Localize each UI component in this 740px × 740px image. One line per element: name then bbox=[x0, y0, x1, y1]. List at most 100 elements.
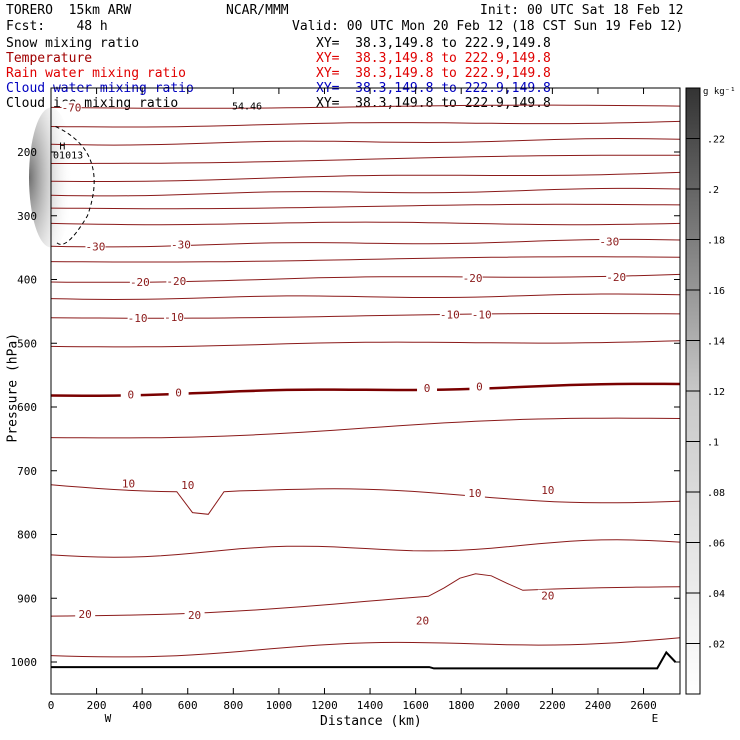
colorbar-tick-label: .22 bbox=[707, 135, 725, 146]
y-tick-label: 700 bbox=[17, 465, 37, 478]
contour-label-bg bbox=[462, 272, 483, 284]
isotherm-minus-25 bbox=[50, 256, 681, 263]
x-tick-label: 2400 bbox=[585, 699, 612, 712]
contour-label: -30 bbox=[171, 238, 191, 251]
isotherm-25 bbox=[50, 637, 681, 658]
west-label: W bbox=[105, 712, 112, 725]
contour-label-bg bbox=[599, 235, 620, 247]
contour-label: -20 bbox=[130, 276, 150, 289]
x-tick-label: 2600 bbox=[630, 699, 657, 712]
contour-label: 10 bbox=[541, 484, 554, 497]
contour-label: 0 bbox=[424, 382, 431, 395]
isotherm-minus-20 bbox=[50, 273, 681, 283]
field-xy-rain: XY= 38.3,149.8 to 222.9,149.8 bbox=[316, 66, 551, 81]
isotherm-minus-70 bbox=[50, 104, 681, 109]
x-tick-label: 400 bbox=[132, 699, 152, 712]
y-tick-label: 500 bbox=[17, 337, 37, 350]
annotation-label: H bbox=[59, 142, 65, 153]
x-tick-label: 0 bbox=[48, 699, 55, 712]
contour-label: -10 bbox=[164, 311, 184, 324]
colorbar-tick-label: .04 bbox=[707, 589, 725, 600]
contour-label-bg bbox=[168, 386, 189, 398]
isotherm-0 bbox=[50, 382, 681, 397]
plot-frame bbox=[50, 87, 681, 695]
center-name: NCAR/MMM bbox=[226, 3, 289, 18]
contour-label: 10 bbox=[122, 478, 135, 491]
contour-label-bg bbox=[537, 589, 558, 601]
contour-label: 10 bbox=[468, 487, 481, 500]
contour-label-bg bbox=[537, 483, 558, 495]
annotation-label: 54.46 bbox=[232, 101, 262, 112]
y-tick-label: 1000 bbox=[11, 656, 38, 669]
x-tick-label: 2000 bbox=[494, 699, 521, 712]
contour-label: 20 bbox=[79, 608, 92, 621]
forecast-hour: Fcst: 48 h bbox=[6, 19, 108, 34]
terrain-line bbox=[51, 650, 677, 670]
contour-label: 20 bbox=[188, 609, 201, 622]
isotherm-minus-10 bbox=[50, 313, 681, 319]
contour-label-bg bbox=[606, 270, 627, 282]
model-title: TORERO 15km ARW bbox=[6, 3, 132, 18]
contour-label-bg bbox=[75, 608, 96, 620]
colorbar-tick-label: .08 bbox=[707, 488, 725, 499]
contour-label-bg bbox=[164, 311, 185, 323]
colorbar-tick-label: .2 bbox=[707, 185, 719, 196]
contour-label-bg bbox=[61, 101, 82, 113]
isotherm-minus-15 bbox=[50, 293, 681, 301]
contour-label-bg bbox=[166, 274, 187, 286]
contour-label-bg bbox=[417, 381, 438, 393]
valid-time: Valid: 00 UTC Mon 20 Feb 12 (18 CST Sun … bbox=[292, 19, 684, 34]
isotherm-minus-60 bbox=[50, 137, 681, 146]
isotherm-minus-65 bbox=[50, 120, 681, 128]
isotherm-10 bbox=[50, 484, 681, 515]
field-name-snow: Snow mixing ratio bbox=[6, 36, 140, 51]
field-xy-snow: XY= 38.3,149.8 to 222.9,149.8 bbox=[316, 36, 551, 51]
cloud-ice-contour bbox=[55, 126, 95, 245]
init-time: Init: 00 UTC Sat 18 Feb 12 bbox=[480, 3, 684, 18]
x-tick-label: 600 bbox=[178, 699, 198, 712]
contour-label: -30 bbox=[599, 235, 619, 248]
y-tick-label: 900 bbox=[17, 592, 37, 605]
colorbar-tick-label: .02 bbox=[707, 640, 725, 651]
contour-label: -20 bbox=[166, 275, 186, 288]
x-tick-label: 2200 bbox=[539, 699, 566, 712]
contour-label: -20 bbox=[606, 271, 626, 284]
contour-label: -20 bbox=[463, 272, 483, 285]
isotherm-minus-5 bbox=[50, 340, 681, 348]
contour-label-bg bbox=[412, 614, 433, 626]
x-tick-label: 200 bbox=[87, 699, 107, 712]
colorbar-tick-label: .14 bbox=[707, 337, 725, 348]
isotherm-minus-50 bbox=[50, 171, 681, 182]
contour-label: 0 bbox=[175, 386, 182, 399]
isotherm-minus-55 bbox=[51, 154, 680, 164]
x-tick-label: 1000 bbox=[266, 699, 293, 712]
x-axis-title: Distance (km) bbox=[320, 714, 422, 729]
contour-label-bg bbox=[120, 388, 141, 400]
x-tick-label: 1400 bbox=[357, 699, 384, 712]
annotation-label: 01013 bbox=[53, 151, 83, 162]
east-label: E bbox=[652, 712, 659, 725]
colorbar-tick-label: .18 bbox=[707, 236, 725, 247]
contour-label-bg bbox=[184, 608, 205, 620]
contour-label: 0 bbox=[476, 381, 483, 394]
y-tick-label: 600 bbox=[17, 401, 37, 414]
isotherm-minus-30 bbox=[50, 238, 681, 248]
x-tick-label: 1200 bbox=[311, 699, 338, 712]
isotherm-20 bbox=[50, 573, 681, 617]
contour-label: -30 bbox=[86, 240, 106, 253]
contour-label-bg bbox=[118, 477, 139, 489]
x-tick-label: 1800 bbox=[448, 699, 475, 712]
y-tick-label: 300 bbox=[17, 210, 37, 223]
isotherm-15 bbox=[50, 539, 681, 558]
contour-label-bg bbox=[439, 308, 460, 320]
y-tick-label: 400 bbox=[17, 274, 37, 287]
contour-label: 0 bbox=[127, 388, 134, 401]
colorbar-tick-label: .06 bbox=[707, 539, 725, 550]
contour-label: -10 bbox=[472, 309, 492, 322]
contour-label-bg bbox=[177, 478, 198, 490]
colorbar-unit: g kg⁻¹ bbox=[703, 87, 736, 97]
isotherm-minus-35 bbox=[50, 221, 681, 226]
contour-label: -70 bbox=[62, 101, 82, 114]
contour-label-bg bbox=[129, 276, 150, 288]
